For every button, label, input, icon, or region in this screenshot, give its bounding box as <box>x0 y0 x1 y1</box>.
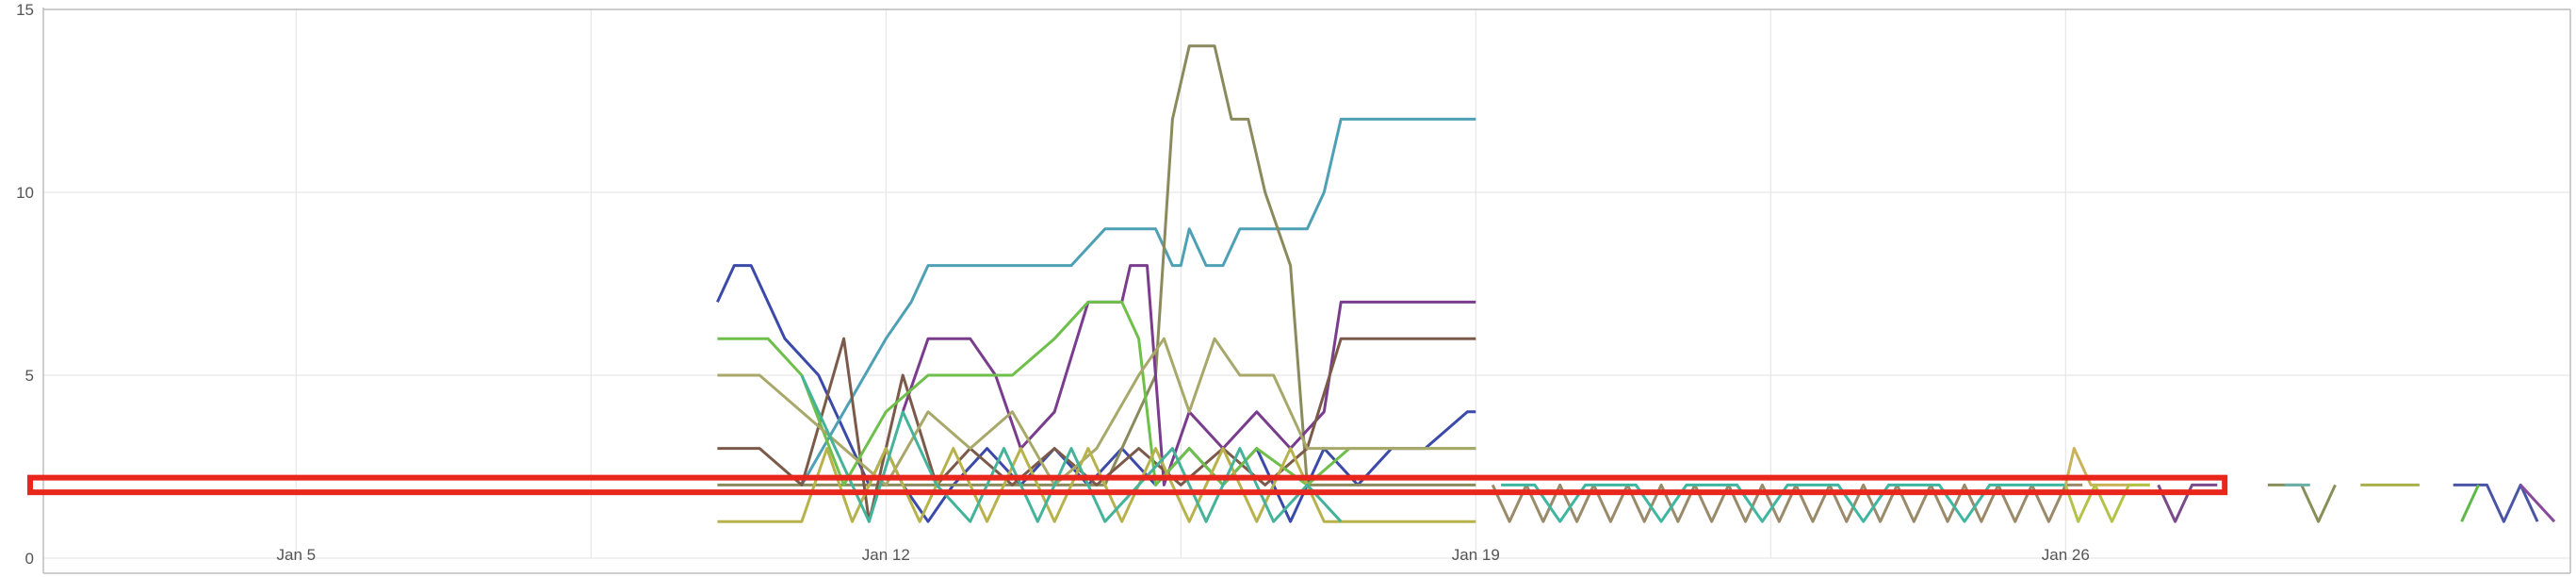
series-line-9 <box>802 375 1341 521</box>
series-line-20 <box>2520 485 2554 521</box>
series-line-15 <box>2268 485 2336 521</box>
y-tick-label: 5 <box>25 367 34 385</box>
series-layer <box>717 46 2554 521</box>
series-line-3 <box>717 46 1475 486</box>
y-tick-label: 0 <box>25 550 34 568</box>
y-tick-label: 10 <box>16 184 34 202</box>
x-tick-label: Jan 26 <box>2042 546 2090 564</box>
series-line-19 <box>2462 485 2479 521</box>
x-tick-label: Jan 12 <box>862 546 910 564</box>
x-tick-label: Jan 19 <box>1452 546 1500 564</box>
x-tick-label: Jan 5 <box>276 546 316 564</box>
y-tick-label: 15 <box>16 1 34 19</box>
